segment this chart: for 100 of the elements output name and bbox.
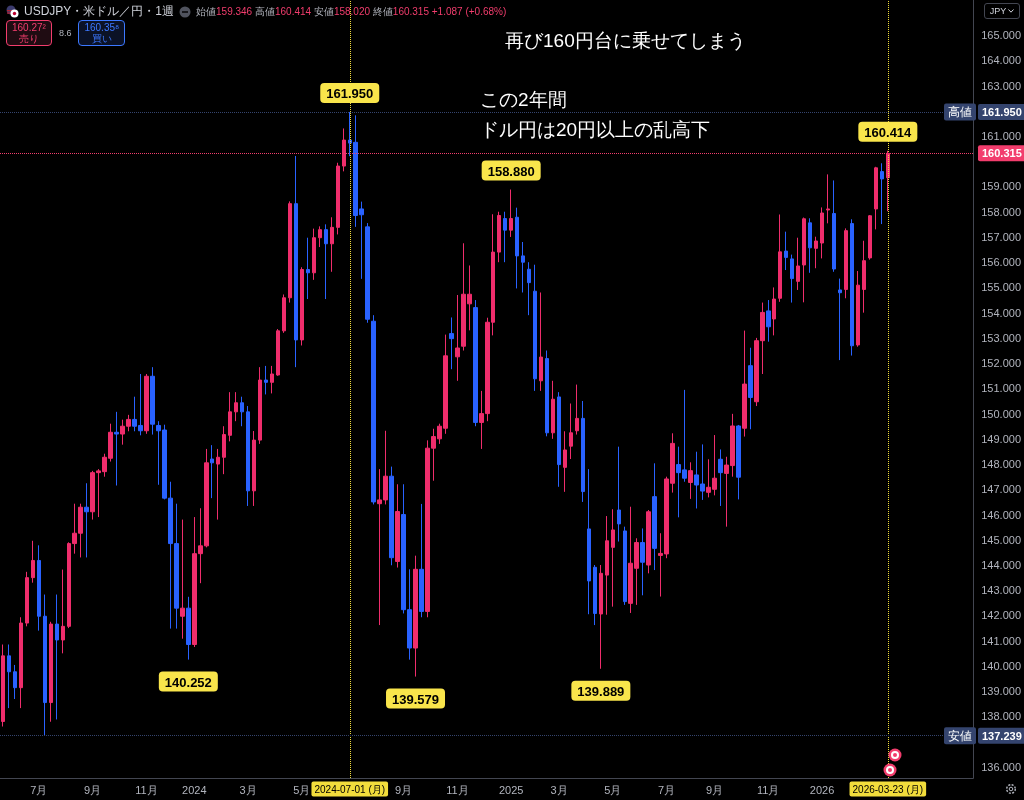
x-tick-label: 11月 <box>757 783 780 796</box>
ref-line-label: 2026-03-23 (月) <box>852 783 924 795</box>
y-tick-label: 154.000 <box>981 306 1021 319</box>
candlestick <box>84 482 89 558</box>
y-tick-label: 151.000 <box>981 382 1021 395</box>
y-tick-label: 148.000 <box>981 458 1021 471</box>
x-tick-label: 7月 <box>658 783 676 796</box>
candlestick <box>790 254 794 304</box>
candlestick <box>551 380 555 440</box>
candlestick <box>1 644 5 728</box>
candlestick <box>581 400 585 503</box>
candlestick <box>736 424 741 500</box>
candlestick <box>605 515 609 616</box>
candlestick <box>246 405 250 507</box>
candlestick <box>455 294 460 382</box>
candlestick <box>718 448 723 507</box>
candlestick <box>772 286 776 336</box>
annotation: 139.579 <box>392 691 440 707</box>
candlestick <box>652 462 657 571</box>
candlestick <box>874 166 878 230</box>
candlestick <box>449 316 454 370</box>
x-tick-label: 7月 <box>30 783 48 796</box>
candlestick <box>826 173 830 224</box>
candlestick <box>61 569 65 654</box>
candlestick <box>25 571 29 627</box>
annotation: 8.6 <box>58 28 72 38</box>
candlestick <box>557 391 561 488</box>
annotation: ドル円は20円以上の乱高下 <box>480 118 711 140</box>
x-tick-label: 3月 <box>239 783 257 796</box>
candlestick <box>796 237 800 291</box>
candlestick <box>473 299 478 427</box>
x-tick-label: 2024 <box>182 783 207 796</box>
candlestick <box>880 162 884 225</box>
x-tick-label: 9月 <box>84 783 102 796</box>
x-tick-label: 11月 <box>135 783 158 796</box>
candlestick <box>180 519 185 640</box>
candlestick <box>282 293 286 334</box>
candlestick <box>55 594 59 720</box>
x-tick-label: 9月 <box>395 783 413 796</box>
candlestick <box>599 564 603 670</box>
candlestick <box>258 366 262 445</box>
candlestick <box>640 527 645 596</box>
candlestick <box>527 261 531 316</box>
candlestick <box>688 461 693 500</box>
candlestick <box>820 206 824 259</box>
annotation: 160.35⁸ 買い <box>84 22 120 44</box>
candlestick <box>186 596 191 661</box>
candlestick <box>49 621 53 723</box>
candlestick <box>778 214 782 303</box>
candlestick <box>43 594 47 737</box>
y-tick-label: 139.000 <box>981 685 1021 698</box>
x-tick-label: 5月 <box>604 783 622 796</box>
y-tick-label: 165.000 <box>981 29 1021 42</box>
candlestick <box>569 403 573 460</box>
x-tick-label: 11月 <box>446 783 469 796</box>
candlestick <box>856 270 860 348</box>
y-tick-label: 144.000 <box>981 559 1021 572</box>
ref-line-label: 160.315 <box>982 147 1022 160</box>
candlestick <box>306 237 310 300</box>
candlestick <box>395 483 400 569</box>
x-tick-label: 2026 <box>809 783 835 796</box>
candlestick <box>814 236 818 269</box>
ref-line-label: 安値 137.239 <box>948 728 1022 743</box>
candlestick <box>312 228 316 281</box>
y-tick-label: 161.000 <box>981 130 1021 143</box>
text: JPY <box>989 6 1007 16</box>
candlestick <box>330 216 334 273</box>
candlestick <box>742 330 747 438</box>
candlestick <box>234 391 238 422</box>
candlestick <box>13 664 17 700</box>
candlestick <box>575 384 579 436</box>
candlestick <box>114 411 119 487</box>
candlestick <box>593 564 597 626</box>
candlestick <box>228 391 232 442</box>
candlestick <box>276 328 280 377</box>
x-tick-label: 2025 <box>498 783 524 796</box>
candlestick <box>150 366 155 436</box>
candlestick <box>521 241 525 293</box>
candlestick <box>216 448 220 521</box>
annotation: 161.950 <box>326 86 374 102</box>
ref-line-label: 2024-07-01 (月) <box>314 783 386 795</box>
x-tick-label: 3月 <box>550 783 568 796</box>
candlestick <box>766 299 771 343</box>
candlestick <box>802 217 806 303</box>
candlestick <box>365 222 370 324</box>
candlestick <box>413 555 418 678</box>
candlestick <box>288 200 292 304</box>
y-tick-label: 150.000 <box>981 407 1021 420</box>
candlestick <box>808 217 812 274</box>
candlestick <box>294 155 298 368</box>
y-tick-label: 136.000 <box>981 760 1021 773</box>
candlestick <box>324 223 328 300</box>
y-tick-label: 147.000 <box>981 483 1021 496</box>
candlestick <box>617 446 621 543</box>
y-tick-label: 163.000 <box>981 79 1021 92</box>
candlestick <box>587 468 591 615</box>
annotation: 158.880 <box>487 163 535 179</box>
candlestick <box>37 544 41 632</box>
annotation: 140.252 <box>164 674 212 690</box>
candlestick <box>611 508 615 608</box>
